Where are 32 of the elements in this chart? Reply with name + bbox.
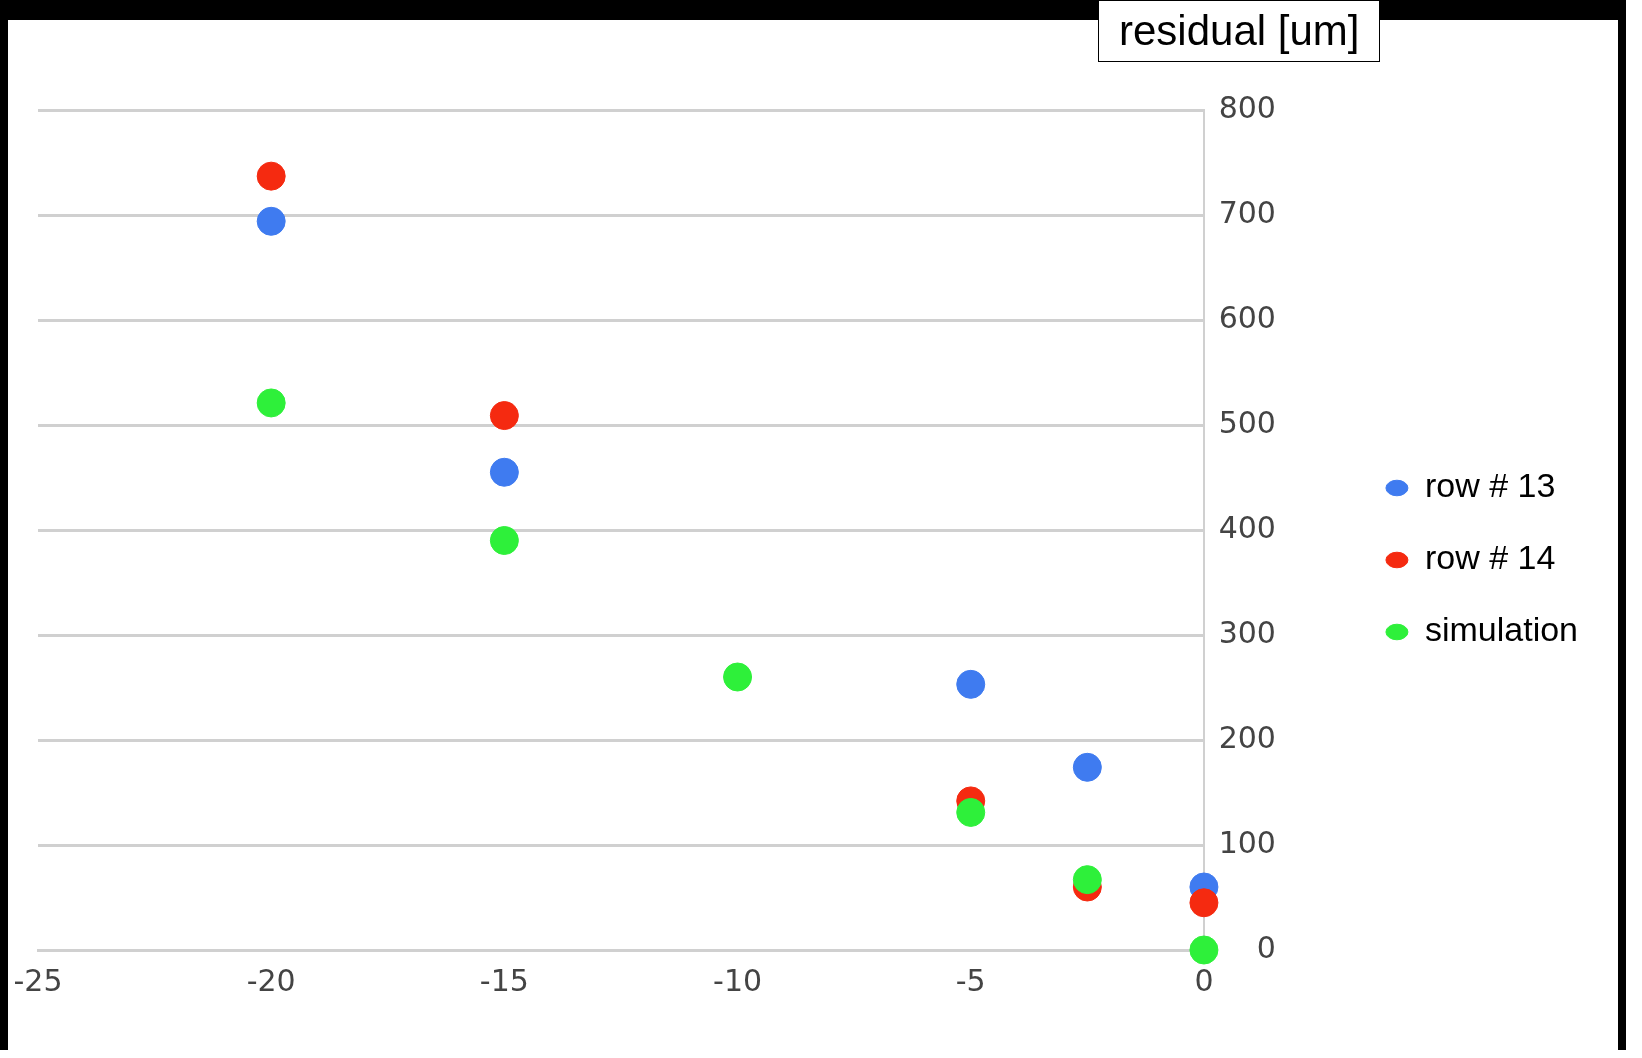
- point: [1189, 888, 1219, 918]
- legend-label: row # 14: [1424, 538, 1556, 577]
- y-tick-label: 800: [1218, 89, 1276, 125]
- point: [956, 797, 986, 827]
- x-tick-label: -25: [13, 962, 63, 998]
- x-tick-label: -20: [246, 962, 296, 998]
- y-tick-label: 400: [1218, 509, 1276, 545]
- point: [489, 457, 519, 487]
- point: [256, 161, 286, 191]
- y-tick-label: 600: [1218, 299, 1276, 335]
- point: [256, 388, 286, 418]
- x-tick-label: -5: [955, 962, 986, 998]
- y-tick-label: 700: [1218, 194, 1276, 230]
- point: [956, 669, 986, 699]
- x-tick-label: -15: [479, 962, 529, 998]
- x-tick-label: 0: [1194, 962, 1214, 998]
- point: [256, 206, 286, 236]
- point: [1072, 752, 1102, 782]
- legend-label: row # 13: [1424, 466, 1556, 505]
- y-tick-label: 500: [1218, 404, 1276, 440]
- x-tick-label: -10: [713, 962, 763, 998]
- point: [723, 662, 753, 692]
- legend-label: simulation: [1424, 610, 1579, 649]
- y-tick-label: 100: [1218, 824, 1276, 860]
- point: [489, 526, 519, 555]
- y-tick-label: 200: [1218, 719, 1276, 755]
- point: [1072, 865, 1102, 895]
- point: [489, 401, 519, 431]
- y-axis-title: residual [um]: [1098, 0, 1381, 62]
- y-tick-label: 300: [1218, 614, 1276, 650]
- y-tick-label: 0: [1256, 929, 1276, 965]
- point: [1189, 935, 1219, 965]
